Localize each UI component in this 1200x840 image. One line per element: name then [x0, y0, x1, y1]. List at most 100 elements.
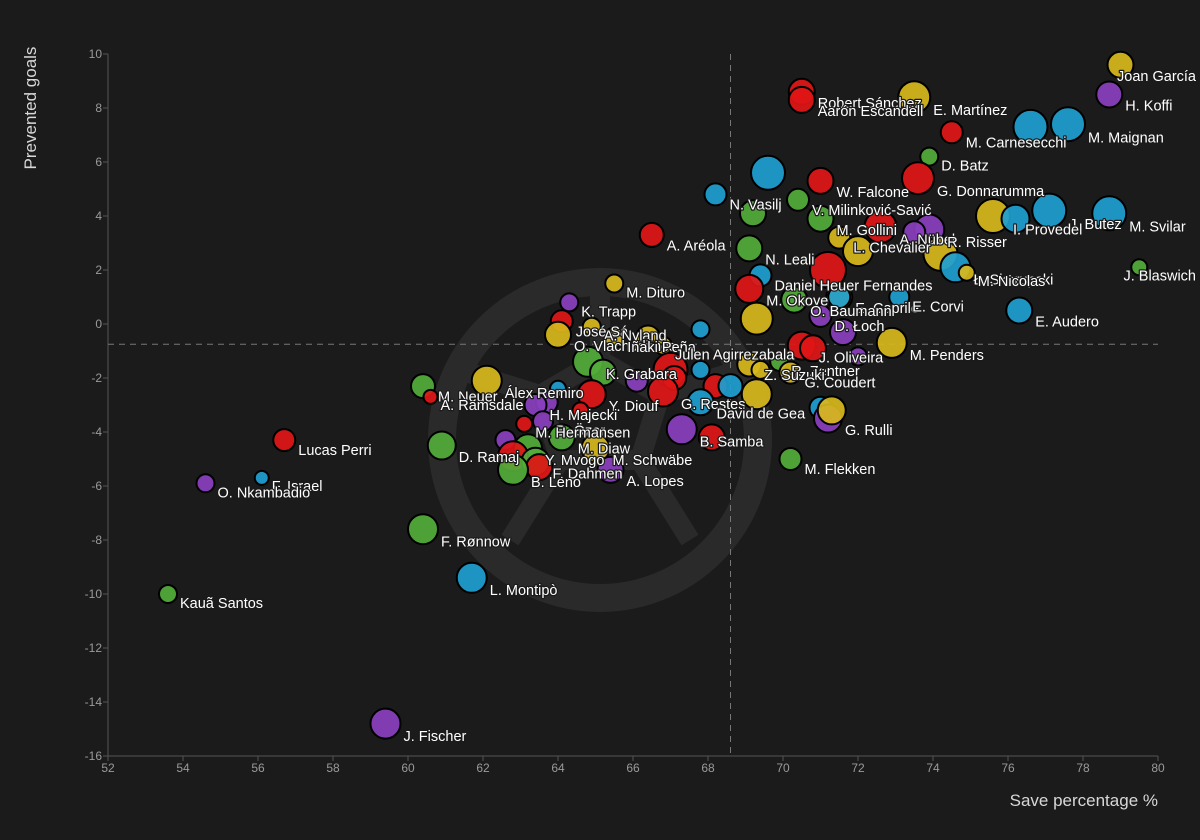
point-label: E. Martínez: [933, 103, 1007, 119]
data-point: [750, 154, 786, 191]
point-label: G. Donnarumma: [937, 184, 1045, 200]
point-label: J. Butez: [1069, 217, 1121, 233]
y-tick-label: 8: [95, 101, 102, 115]
data-point: [690, 319, 711, 340]
x-tick-label: 68: [701, 761, 715, 775]
x-tick-label: 70: [776, 761, 790, 775]
data-point: [686, 388, 715, 417]
point-label: V. Milinković-Savić: [812, 203, 932, 219]
x-tick-label: 56: [251, 761, 265, 775]
point-label: Y. Diouf: [609, 399, 660, 415]
data-point: [559, 292, 580, 313]
data-point: [902, 220, 927, 245]
point-label: A. Nübel: [900, 233, 956, 249]
point-label: G. Coudert: [805, 376, 876, 392]
y-tick-label: 0: [95, 317, 102, 331]
data-point: [422, 388, 439, 405]
x-tick-label: 66: [626, 761, 640, 775]
point-label: Joan García: [1117, 69, 1197, 85]
data-point: [957, 263, 976, 282]
point-label: M. Maignan: [1088, 131, 1164, 147]
data-point: [829, 318, 857, 347]
data-point: [778, 447, 803, 471]
data-point: [863, 209, 898, 244]
data-point: [544, 320, 572, 349]
data-point: [888, 286, 911, 308]
data-point: [515, 414, 534, 433]
data-point: [740, 378, 773, 411]
y-tick-label: 4: [95, 209, 102, 223]
point-label: O. Baumann: [810, 304, 891, 320]
y-axis-title: Prevented goals: [21, 47, 40, 170]
point-label: O. Vlachodimos: [574, 339, 676, 355]
point-label: A. Ramsdale: [441, 398, 524, 414]
point-label: A. Nyland: [604, 329, 667, 345]
x-tick-label: 54: [176, 761, 190, 775]
point-label: J. Blaswich: [1123, 269, 1196, 285]
point-label: José Sá: [576, 324, 629, 340]
point-label: F. Dahmen: [553, 466, 623, 482]
point-label: B. Samba: [700, 435, 765, 451]
data-point: [799, 334, 827, 363]
point-label: N. Vasilj: [730, 197, 782, 213]
point-label: F. Israel: [272, 479, 323, 495]
point-label: B. Leno: [531, 475, 581, 491]
point-label: J. Fischer: [404, 729, 467, 745]
data-point: [735, 234, 764, 263]
data-point: [624, 368, 649, 393]
point-label: M. Flekken: [805, 462, 876, 478]
point-label: A. Aréola: [667, 239, 727, 255]
data-point: [808, 303, 833, 328]
data-point: [739, 199, 767, 228]
y-tick-label: -8: [91, 533, 102, 547]
data-point: [665, 413, 698, 446]
point-label: H. Koffi: [1125, 99, 1172, 115]
data-point: [1050, 106, 1086, 143]
reference-lines: [108, 54, 1158, 756]
point-label: Iñaki Peña: [627, 340, 696, 356]
x-tick-label: 64: [551, 761, 565, 775]
point-label: M. Neuer: [438, 390, 498, 406]
point-label: M. Schwäbe: [613, 453, 693, 469]
point-label: Lucas Perri: [298, 443, 371, 459]
data-point: [842, 235, 874, 268]
data-point: [739, 301, 774, 336]
axes: 52 54 56 58 60 62 64 66 68 70 72 74 76 78 80-16-14-12-…: [85, 47, 1165, 775]
y-tick-label: -16: [85, 749, 103, 763]
point-label: M. Dituro: [626, 285, 685, 301]
x-tick-label: 58: [326, 761, 340, 775]
data-point: [703, 182, 728, 207]
point-label: Julen Agirrezabala: [675, 348, 795, 364]
point-label: David de Gea: [717, 406, 807, 422]
y-tick-label: 2: [95, 263, 102, 277]
x-tick-label: 52: [101, 761, 115, 775]
data-point: [532, 410, 554, 433]
point-label: L. Chevalier: [853, 241, 931, 257]
data-point: [426, 430, 457, 461]
point-label: E. Caprile: [855, 301, 919, 317]
data-point: [369, 707, 402, 740]
point-label: N. Leali: [765, 253, 814, 269]
data-point: [787, 85, 816, 114]
y-tick-label: -6: [91, 479, 102, 493]
point-label: D. Batz: [941, 159, 989, 175]
data-point: [1095, 80, 1124, 109]
point-label: Daniel Heuer Fernandes: [775, 278, 933, 294]
y-tick-label: -2: [91, 371, 102, 385]
point-label: M. Gollini: [837, 223, 897, 239]
data-point: [809, 251, 847, 289]
data-point: [717, 373, 744, 400]
data-point: [734, 273, 765, 304]
point-label: D. Ramaj: [459, 450, 519, 466]
x-tick-label: 80: [1151, 761, 1165, 775]
data-point: [897, 80, 932, 115]
point-label: W. Falcone: [837, 185, 910, 201]
data-point: [1091, 195, 1128, 232]
data-point: [455, 561, 488, 594]
data-point: [848, 346, 868, 367]
data-point: [697, 423, 726, 452]
data-point: [272, 428, 297, 453]
data-point: [497, 453, 529, 486]
point-label: M. Penders: [910, 348, 984, 364]
